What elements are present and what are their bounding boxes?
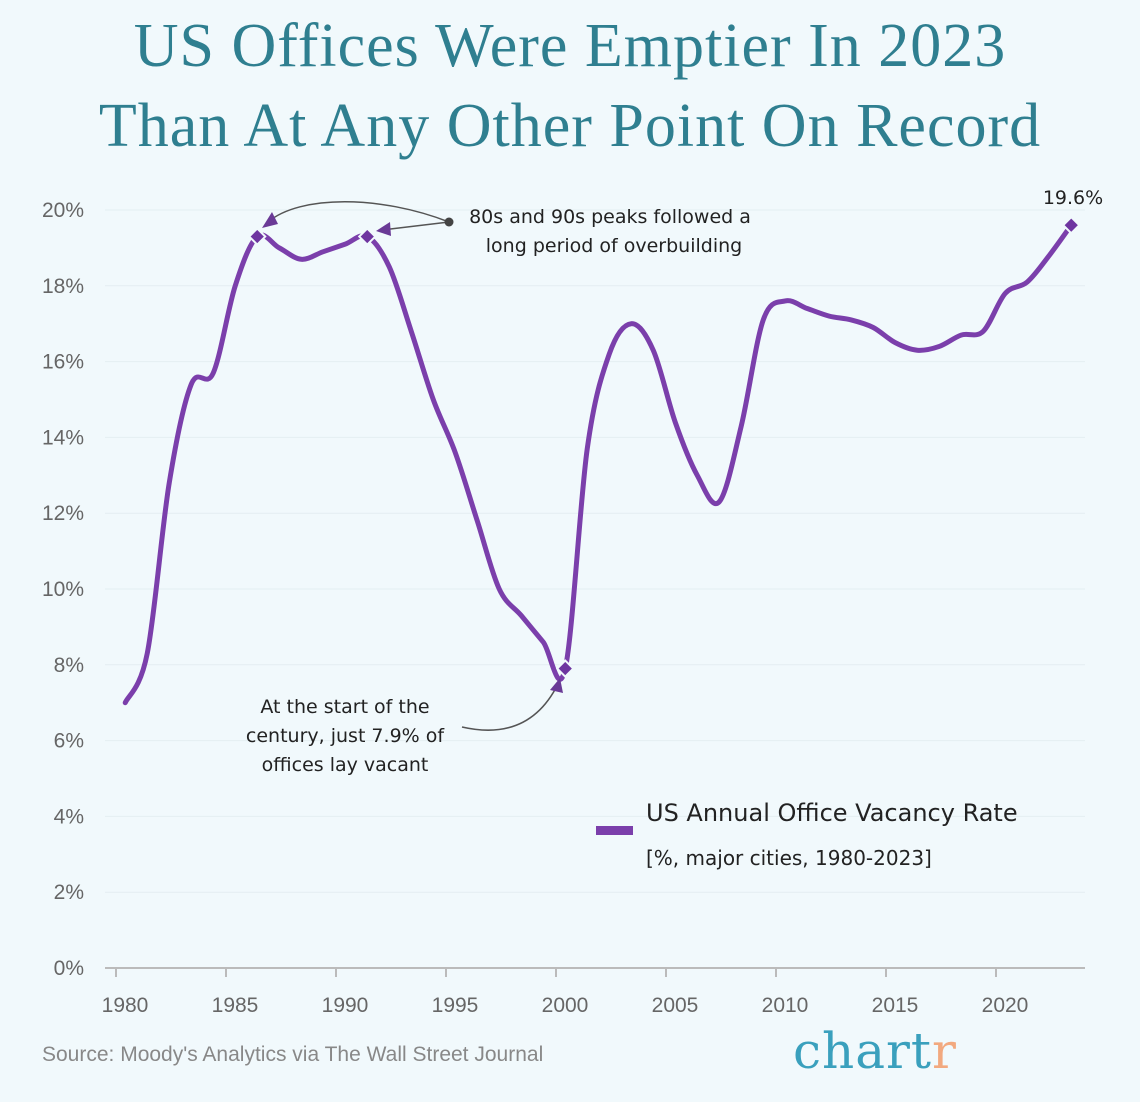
markers <box>247 215 1081 679</box>
chart-title: US Offices Were Emptier In 2023 Than At … <box>0 6 1140 166</box>
y-tick-label: 14% <box>42 426 84 449</box>
chartr-logo: chartr <box>793 1026 957 1076</box>
arrowhead-1986 <box>262 212 278 228</box>
y-axis: 0% 2% 4% 6% 8% 10% 12% 14% 16% 18% 20% <box>42 199 84 980</box>
y-tick-label: 6% <box>54 730 84 753</box>
annotation-low-line-2: century, just 7.9% of <box>246 725 445 747</box>
arrowhead-2000 <box>550 678 563 693</box>
marker-1991 <box>357 227 377 246</box>
annotation-low-line-1: At the start of the <box>260 696 429 718</box>
y-tick-label: 18% <box>42 275 84 298</box>
marker-2000 <box>555 659 575 679</box>
annotation-arrow-2000 <box>461 683 559 731</box>
logo-main: chart <box>793 1022 933 1080</box>
y-tick-label: 2% <box>54 881 84 904</box>
x-tick-label: 2020 <box>982 994 1029 1017</box>
x-tick-label: 2010 <box>762 994 809 1017</box>
gridlines <box>105 209 1085 893</box>
legend-sublabel: [%, major cities, 1980-2023] <box>646 846 932 870</box>
annotation-arrow-1986 <box>267 201 450 223</box>
source-note: Source: Moody's Analytics via The Wall S… <box>42 1043 544 1066</box>
series-line-vacancy-rate <box>122 222 1074 706</box>
logo-accent: r <box>932 1022 957 1080</box>
x-tick-label: 1980 <box>102 994 149 1017</box>
annotation-peaks-line-2: long period of overbuilding <box>486 235 742 257</box>
y-tick-label: 20% <box>42 199 84 222</box>
y-tick-label: 0% <box>54 957 84 980</box>
x-tick-label: 2015 <box>872 994 919 1017</box>
annotation-arrow-1991 <box>381 221 450 231</box>
arrowhead-1991 <box>376 222 391 236</box>
x-axis: 1980 1985 1990 1995 2000 2005 2010 2015 2020 <box>102 967 1085 1017</box>
x-tick-label: 1990 <box>322 994 369 1017</box>
annotation-low-line-3: offices lay vacant <box>262 754 429 776</box>
title-line-1: US Offices Were Emptier In 2023 <box>133 12 1007 80</box>
annotation-dot <box>444 217 454 227</box>
legend-swatch <box>596 826 633 835</box>
y-tick-label: 16% <box>42 351 84 374</box>
x-tick-label: 1985 <box>212 994 259 1017</box>
marker-2023 <box>1061 215 1081 235</box>
y-tick-label: 8% <box>54 654 84 677</box>
title-line-2: Than At Any Other Point On Record <box>98 92 1042 160</box>
x-tick-label: 1995 <box>432 994 479 1017</box>
last-value-label: 19.6% <box>1043 187 1103 209</box>
x-tick-label: 2005 <box>652 994 699 1017</box>
legend-label: US Annual Office Vacancy Rate <box>646 799 1018 827</box>
y-tick-label: 12% <box>42 502 84 525</box>
annotation-peaks-line-1: 80s and 90s peaks followed a <box>469 206 751 228</box>
y-tick-label: 4% <box>54 805 84 828</box>
x-tick-label: 2000 <box>542 994 589 1017</box>
marker-1986 <box>247 227 267 246</box>
y-tick-label: 10% <box>42 578 84 601</box>
